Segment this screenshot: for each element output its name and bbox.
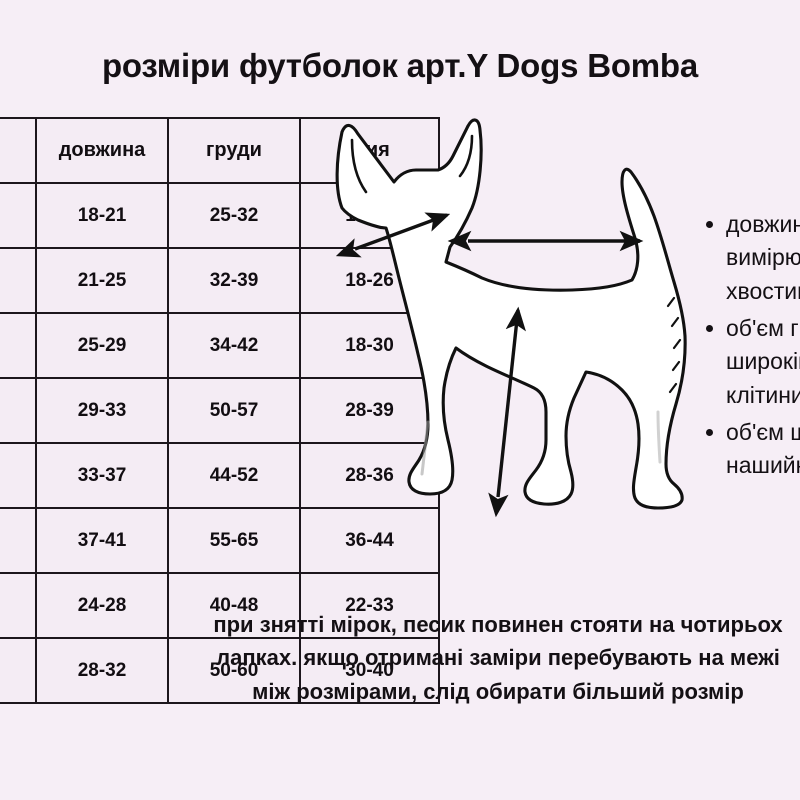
- cell-length: 25-29: [35, 312, 169, 379]
- cell-size: XL: [0, 442, 37, 509]
- table-header-row: розмір довжина груди шия: [0, 117, 440, 184]
- cell-neck: 22-33: [299, 572, 440, 639]
- cell-length: 18-21: [35, 182, 169, 249]
- cell-chest: 32-39: [167, 247, 301, 314]
- neck-measure-arrow: [335, 212, 451, 258]
- note-line: при знятті мірок, песик повинен стояти н…: [213, 612, 783, 637]
- dog-silhouette-path: [335, 118, 687, 510]
- table-row: L 29-33 50-57 28-39: [0, 377, 440, 444]
- cell-length: 37-41: [35, 507, 169, 574]
- cell-size: L: [0, 377, 37, 444]
- cell-chest: 25-32: [167, 182, 301, 249]
- bullet-line: нашийником: [726, 452, 800, 479]
- bullet-dot-icon: [706, 325, 713, 333]
- note-line: лапках. якщо отримані заміри перебувають…: [216, 645, 780, 671]
- column-header-size: розмір: [0, 117, 37, 184]
- cell-chest: 44-52: [167, 442, 301, 509]
- cell-chest: 50-60: [167, 637, 301, 704]
- cell-chest: 34-42: [167, 312, 301, 379]
- cell-length: 33-37: [35, 442, 169, 509]
- bullet-line: об'єм шиї під: [726, 419, 800, 446]
- bullet-dot-icon: [706, 221, 713, 228]
- cell-length: 24-28: [35, 572, 169, 639]
- list-item: довжина вимірюється до хвостика: [700, 208, 800, 308]
- measurement-instructions: при знятті мірок, песик повинен стояти н…: [0, 608, 800, 708]
- size-table: розмір довжина груди шия XS 18-21 25-32 …: [0, 117, 440, 704]
- cell-size: XS: [0, 182, 37, 249]
- cell-size: XXL: [0, 507, 37, 574]
- measurement-tips-list: довжина вимірюється до хвостика об'єм гр…: [700, 208, 800, 487]
- cell-length: 29-33: [35, 377, 169, 444]
- bullet-line: клітини: [726, 381, 800, 408]
- cell-length: 21-25: [35, 247, 169, 314]
- table-row: XXL 37-41 55-65 36-44: [0, 507, 440, 574]
- cell-chest: 40-48: [167, 572, 301, 639]
- bullet-dot-icon: [706, 429, 713, 437]
- cell-length: 28-32: [35, 637, 169, 704]
- bullet-line: хвостика: [726, 277, 800, 304]
- column-header-chest: груди: [167, 117, 301, 184]
- size-table-body: розмір довжина груди шия XS 18-21 25-32 …: [0, 117, 440, 704]
- cell-size: M: [0, 312, 37, 379]
- cell-chest: 55-65: [167, 507, 301, 574]
- cell-chest: 50-57: [167, 377, 301, 444]
- list-item: об'єм грудей у широкій частині клітини: [700, 312, 800, 412]
- cell-size: S: [0, 247, 37, 314]
- cell-neck: 36-44: [299, 507, 440, 574]
- table-row: 2 28-32 50-60 30-40: [0, 637, 440, 704]
- dog-illustration: [322, 112, 704, 532]
- column-header-length: довжина: [35, 117, 169, 184]
- cell-neck: 28-39: [299, 377, 440, 444]
- list-item: об'єм шиї під нашийником: [700, 416, 800, 483]
- table-row: 1 24-28 40-48 22-33: [0, 572, 440, 639]
- cell-neck: 30-40: [299, 637, 440, 704]
- cell-size: 1: [0, 572, 37, 639]
- bullet-line: широкій частині: [726, 348, 800, 375]
- cell-size: 2: [0, 637, 37, 704]
- page-title: розміри футболок арт.Y Dogs Bomba: [101, 47, 699, 84]
- chest-measure-arrow: [488, 306, 526, 518]
- bullet-line: об'єм грудей у: [726, 315, 800, 342]
- bullet-line: вимірюється до: [726, 244, 800, 271]
- note-line: між розмірами, слід обирати більший розм…: [252, 678, 744, 704]
- bullet-line: довжина: [726, 211, 800, 237]
